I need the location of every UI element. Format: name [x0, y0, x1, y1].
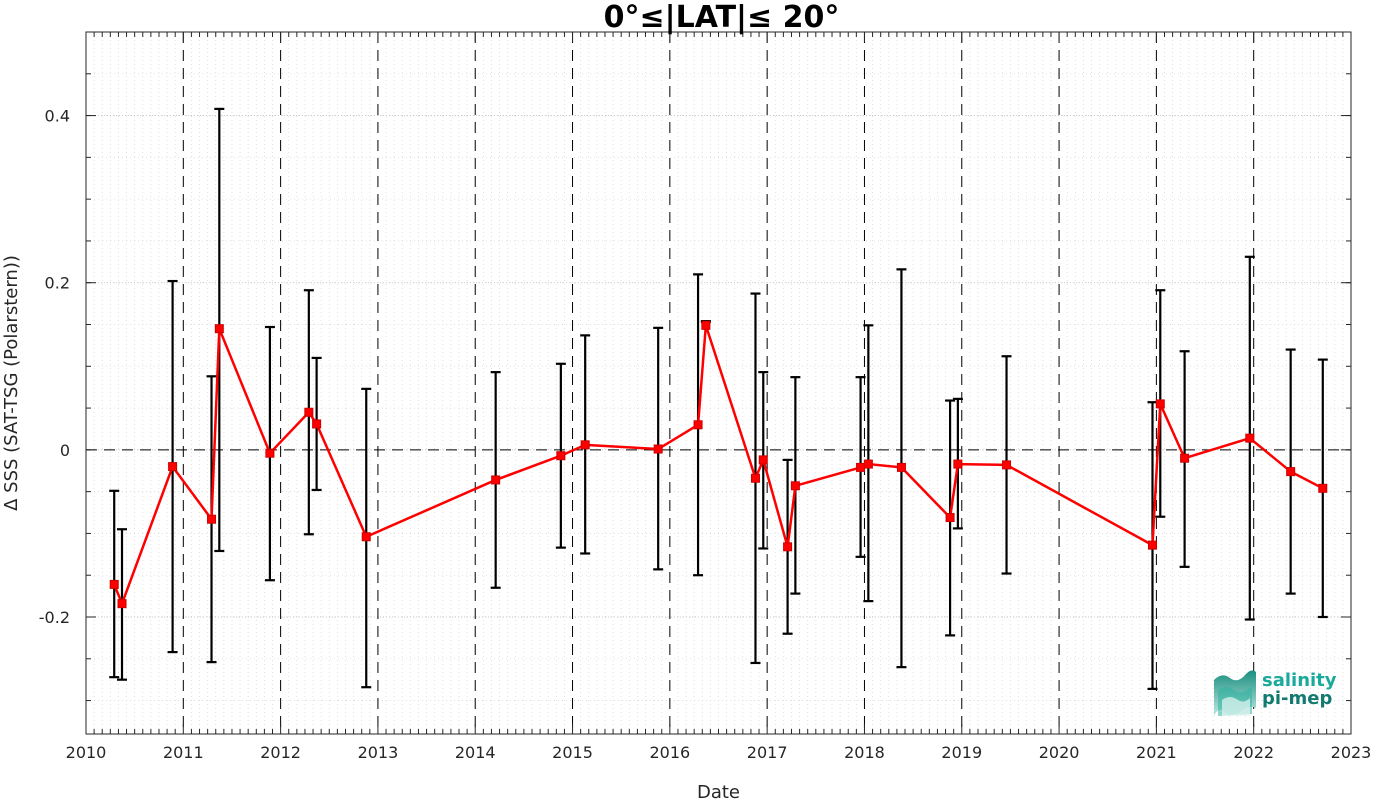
data-point	[896, 462, 906, 472]
x-tick-label: 2012	[260, 743, 301, 762]
y-tick-label: 0	[60, 441, 70, 460]
data-point	[693, 420, 703, 430]
data-points	[109, 320, 1328, 609]
x-tick-label: 2020	[1039, 743, 1080, 762]
data-point	[1318, 483, 1328, 493]
data-point	[1002, 460, 1012, 470]
x-tick-label: 2014	[455, 743, 496, 762]
x-tick-label: 2016	[649, 743, 690, 762]
data-point	[701, 320, 711, 330]
logo-text-pimep: pi-mep	[1262, 688, 1333, 709]
x-axis-label: Date	[697, 782, 740, 801]
data-point	[1286, 467, 1296, 477]
x-tick-label: 2021	[1136, 743, 1177, 762]
data-point	[168, 462, 178, 472]
data-point	[758, 455, 768, 465]
logo-text-salinity: salinity	[1262, 670, 1337, 691]
data-point	[750, 473, 760, 483]
data-point	[1155, 399, 1165, 409]
x-tick-label: 2017	[747, 743, 788, 762]
x-tick-label: 2018	[844, 743, 885, 762]
data-point	[109, 579, 119, 589]
data-point	[856, 462, 866, 472]
data-point	[312, 419, 322, 429]
chart-title: 0°≤|LAT|≤ 20°	[604, 0, 840, 35]
data-point	[556, 451, 566, 461]
x-tick-label: 2013	[358, 743, 399, 762]
data-point	[491, 475, 501, 485]
data-point	[653, 444, 663, 454]
data-point	[1180, 453, 1190, 463]
x-tick-label: 2015	[552, 743, 593, 762]
data-point	[265, 448, 275, 458]
x-tick-label: 2022	[1233, 743, 1274, 762]
data-point	[863, 459, 873, 469]
data-point	[783, 542, 793, 552]
salinity-pimep-logo: salinity pi-mep	[1212, 668, 1352, 718]
data-point	[207, 514, 217, 524]
x-tick-label: 2011	[163, 743, 204, 762]
x-tick-label: 2010	[66, 743, 107, 762]
data-point	[117, 599, 127, 609]
data-point	[953, 459, 963, 469]
data-point	[361, 532, 371, 542]
x-tick-label: 2023	[1331, 743, 1372, 762]
data-point	[304, 407, 314, 417]
x-tick-label: 2019	[941, 743, 982, 762]
data-point	[945, 513, 955, 523]
data-point	[1147, 540, 1157, 550]
data-point	[214, 324, 224, 334]
y-tick-label: 0.4	[45, 107, 70, 126]
y-tick-label: 0.2	[45, 274, 70, 293]
data-point	[1245, 433, 1255, 443]
y-axis-label: Δ SSS (SAT-TSG (Polarstern))	[1, 255, 22, 511]
data-point	[790, 481, 800, 491]
grid	[86, 32, 1351, 734]
y-tick-label: -0.2	[39, 608, 70, 627]
data-point	[580, 440, 590, 450]
logo-wave-icon	[1214, 670, 1256, 716]
